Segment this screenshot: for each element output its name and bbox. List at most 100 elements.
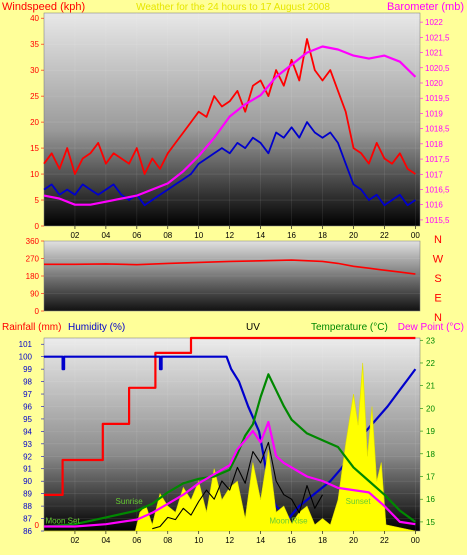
compass-label-2-s: S (434, 273, 441, 285)
panel-wind-direction-grid (44, 240, 420, 312)
dir-tick-label-360: 360 (26, 237, 40, 246)
series-average-line (43, 121, 416, 207)
temp-tick-label-22: 22 (426, 359, 435, 368)
temp-tick-label-15: 15 (426, 518, 435, 527)
rain-tick-label-04: 04 (101, 536, 110, 545)
rain-tick-label-06: 06 (132, 536, 141, 545)
rain-tick-label-00: 00 (411, 536, 420, 545)
baro-tick-label-1016: 1016 (425, 201, 443, 210)
annotation-moon-set: Moon Set (45, 516, 80, 525)
baro-tick-label-1017: 1017 (425, 170, 443, 179)
compass-label-4-n: N (434, 312, 442, 324)
wind-tick-label-30: 30 (30, 66, 39, 75)
wind-tick-label-35: 35 (30, 40, 39, 49)
baro-tick-label-1020-5: 1020,5 (425, 64, 450, 73)
series-gust-line (43, 38, 416, 175)
page-title: Weather for the 24 hours to 17 August 20… (136, 2, 330, 13)
annotation-moon-rise: Moon Rise (269, 516, 308, 525)
panel-wind-pressure-grid (44, 13, 420, 227)
windspeed-axis: 0 5 10 15 20 25 30 35 40 (30, 14, 44, 231)
hum-tick-label-86: 86 (23, 527, 32, 536)
windspeed-axis-label: Windspeed (kph) (2, 1, 85, 13)
series-dew-point-line (44, 420, 416, 528)
wind-tick-label-15: 15 (30, 144, 39, 153)
wind-tick-label-06: 06 (132, 231, 141, 240)
hum-tick-label-96: 96 (23, 402, 32, 411)
wind-tick-label-10: 10 (194, 231, 203, 240)
wind-tick-label-0: 0 (35, 222, 40, 231)
baro-tick-label-1019-5: 1019,5 (425, 94, 450, 103)
baro-tick-label-1020: 1020 (425, 79, 443, 88)
panel-wind-direction-series (44, 259, 416, 275)
panel-rain-humidity-temp-series (43, 336, 417, 532)
hum-tick-label-100: 100 (19, 353, 33, 362)
hum-tick-label-94: 94 (23, 427, 32, 436)
astronomy-annotations: Moon Set Sunrise Moon Rise Sunset (45, 497, 371, 525)
hum-tick-label-97: 97 (23, 390, 32, 399)
wind-tick-label-10: 10 (30, 170, 39, 179)
rain-tick-label-16: 16 (287, 536, 296, 545)
humidity-axis: 86 87 88 89 90 91 92 93 94 95 96 97 98 99 100 101 0 (19, 340, 44, 536)
series-pressure-line (43, 45, 417, 206)
temp-tick-label-19: 19 (426, 427, 435, 436)
humidity-axis-label: Humidity (%) (68, 322, 125, 333)
wind-tick-label-12: 12 (225, 231, 234, 240)
series-direction-line (44, 259, 416, 275)
temperature-axis: 15 16 17 18 19 20 21 22 23 (420, 336, 435, 527)
barometer-axis: 1015,5 1016 1016,5 1017 1017,5 1018 1018,5 1019… (420, 18, 450, 225)
compass-label-3-e: E (434, 293, 441, 305)
panel-rain-humidity-temp-x-axis: 02 04 06 08 10 12 14 16 18 20 22 00 (70, 531, 420, 545)
wind-tick-label-20: 20 (30, 118, 39, 127)
hum-tick-label-92: 92 (23, 452, 32, 461)
hum-tick-label-95: 95 (23, 415, 32, 424)
annotation-sunset: Sunset (346, 497, 372, 506)
temp-tick-label-20: 20 (426, 404, 435, 413)
baro-tick-label-1018-5: 1018,5 (425, 125, 450, 134)
dir-tick-label-0: 0 (35, 307, 40, 316)
series-uv-area (44, 362, 416, 532)
uv-axis-label: UV (246, 322, 260, 333)
direction-axis: 0 90 180 270 360 (26, 237, 44, 316)
rain-tick-label-10: 10 (194, 536, 203, 545)
hum-tick-label-91: 91 (23, 465, 32, 474)
wind-tick-label-22: 22 (380, 231, 389, 240)
baro-tick-label-1015-5: 1015,5 (425, 216, 450, 225)
wind-tick-label-00: 00 (411, 231, 420, 240)
temperature-axis-label: Temperature (°C) (311, 322, 388, 333)
series-rainfall-line (44, 336, 416, 496)
rain-tick-label-08: 08 (163, 536, 172, 545)
wind-tick-label-20: 20 (349, 231, 358, 240)
hum-tick-label-98: 98 (23, 378, 32, 387)
compass-label-0-n: N (434, 234, 442, 246)
series-temperature-line (43, 373, 417, 528)
rain-tick-label-22: 22 (380, 536, 389, 545)
dir-tick-label-90: 90 (30, 290, 39, 299)
wind-tick-label-08: 08 (163, 231, 172, 240)
dir-tick-label-270: 270 (26, 255, 40, 264)
rain-tick-label-02: 02 (70, 536, 79, 545)
temp-tick-label-16: 16 (426, 495, 435, 504)
wind-tick-label-16: 16 (287, 231, 296, 240)
baro-tick-label-1018: 1018 (425, 140, 443, 149)
panel-wind-pressure-x-axis: 02 04 06 08 10 12 14 16 18 20 22 00 (70, 226, 420, 240)
baro-tick-label-1021-5: 1021,5 (425, 33, 450, 42)
baro-tick-label-1017-5: 1017,5 (425, 155, 450, 164)
rain-tick-label-12: 12 (225, 536, 234, 545)
hum-tick-label-87: 87 (23, 515, 32, 524)
dewpoint-axis-label: Dew Point (°C) (398, 322, 464, 333)
temp-tick-label-18: 18 (426, 450, 435, 459)
hum-tick-label-101: 101 (19, 340, 33, 349)
rain-tick-label-18: 18 (318, 536, 327, 545)
hum-tick-label-90: 90 (23, 477, 32, 486)
panel-wind-direction (43, 240, 421, 312)
panel-wind-pressure-series (43, 38, 417, 207)
panel-wind-pressure (43, 12, 421, 227)
hum-tick-label-88: 88 (23, 502, 32, 511)
wind-tick-label-18: 18 (318, 231, 327, 240)
wind-tick-label-02: 02 (70, 231, 79, 240)
rain-tick-label-zero: 0 (35, 521, 40, 530)
compass-label-1-w: W (433, 254, 444, 266)
rain-tick-label-14: 14 (256, 536, 265, 545)
